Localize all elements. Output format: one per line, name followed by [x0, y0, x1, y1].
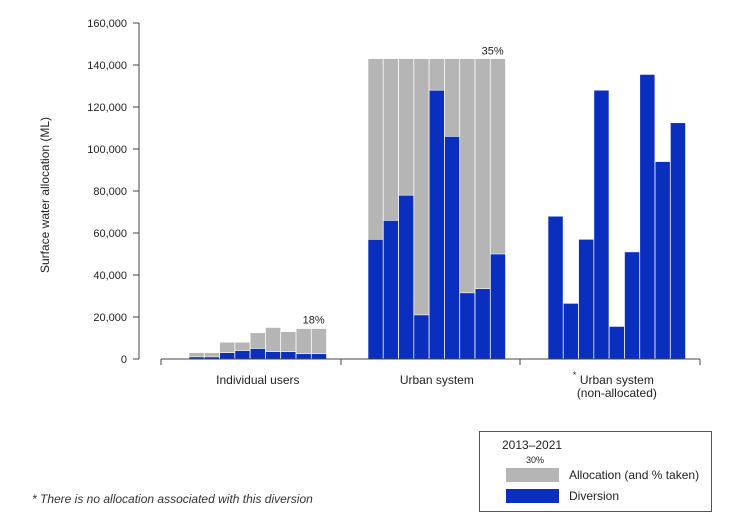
diversion-bar — [593, 89, 610, 360]
diversion-bar — [547, 215, 564, 360]
allocation-swatch — [506, 468, 559, 482]
diversion-bar — [413, 314, 430, 360]
diversion-bar — [624, 251, 640, 360]
y-tick-label: 80,000 — [93, 186, 127, 198]
diversion-bar — [428, 89, 445, 360]
diversion-bar — [295, 353, 312, 360]
diversion-bar — [444, 136, 460, 360]
x-category-label: Urban system — [580, 373, 654, 387]
y-tick-label: 140,000 — [87, 60, 127, 72]
diversion-bar — [382, 220, 399, 360]
x-category-label: Individual users — [216, 373, 299, 387]
percent-label: 35% — [482, 46, 504, 58]
x-category-label: Urban system — [400, 373, 474, 387]
diversion-bar — [249, 348, 266, 360]
legend-item-allocation: Allocation (and % taken) — [506, 468, 699, 482]
diversion-swatch — [506, 489, 559, 503]
diversion-bar — [398, 194, 415, 360]
x-category-label: (non-allocated) — [577, 386, 657, 400]
legend: 2013–2021 30% Allocation (and % taken) D… — [479, 431, 712, 512]
y-tick-label: 120,000 — [87, 102, 127, 114]
diversion-bar — [578, 239, 594, 360]
diversion-bar — [670, 122, 686, 360]
y-tick-label: 20,000 — [93, 312, 127, 324]
diversion-bar — [311, 353, 327, 360]
diversion-bar — [639, 74, 656, 360]
diversion-bar — [280, 351, 297, 360]
diversion-bar — [490, 253, 506, 360]
footnote: * There is no allocation associated with… — [32, 492, 313, 506]
y-tick-label: 40,000 — [93, 270, 127, 282]
diversion-bar — [234, 350, 251, 360]
diversion-bar — [459, 292, 476, 360]
footnote-marker: * — [573, 370, 577, 380]
legend-label-diversion: Diversion — [569, 489, 620, 503]
y-tick-label: 160,000 — [87, 18, 127, 30]
diversion-bar — [654, 161, 671, 360]
legend-title: 2013–2021 — [502, 438, 563, 452]
y-tick-label: 0 — [121, 354, 127, 366]
y-tick-label: 100,000 — [87, 144, 127, 156]
diversion-bar — [219, 352, 236, 360]
y-axis-label: Surface water allocation (ML) — [38, 117, 52, 273]
legend-label-allocation: Allocation (and % taken) — [569, 468, 700, 482]
diversion-bar — [474, 288, 491, 360]
allocation-bar — [413, 58, 430, 360]
diversion-bar — [608, 326, 625, 360]
diversion-bar — [367, 239, 384, 360]
legend-sample-percent: 30% — [526, 455, 545, 465]
legend-item-diversion: Diversion — [506, 489, 619, 503]
percent-label: 18% — [303, 315, 325, 327]
diversion-bar — [265, 351, 281, 360]
y-tick-label: 60,000 — [93, 228, 127, 240]
diversion-bar — [562, 303, 579, 360]
